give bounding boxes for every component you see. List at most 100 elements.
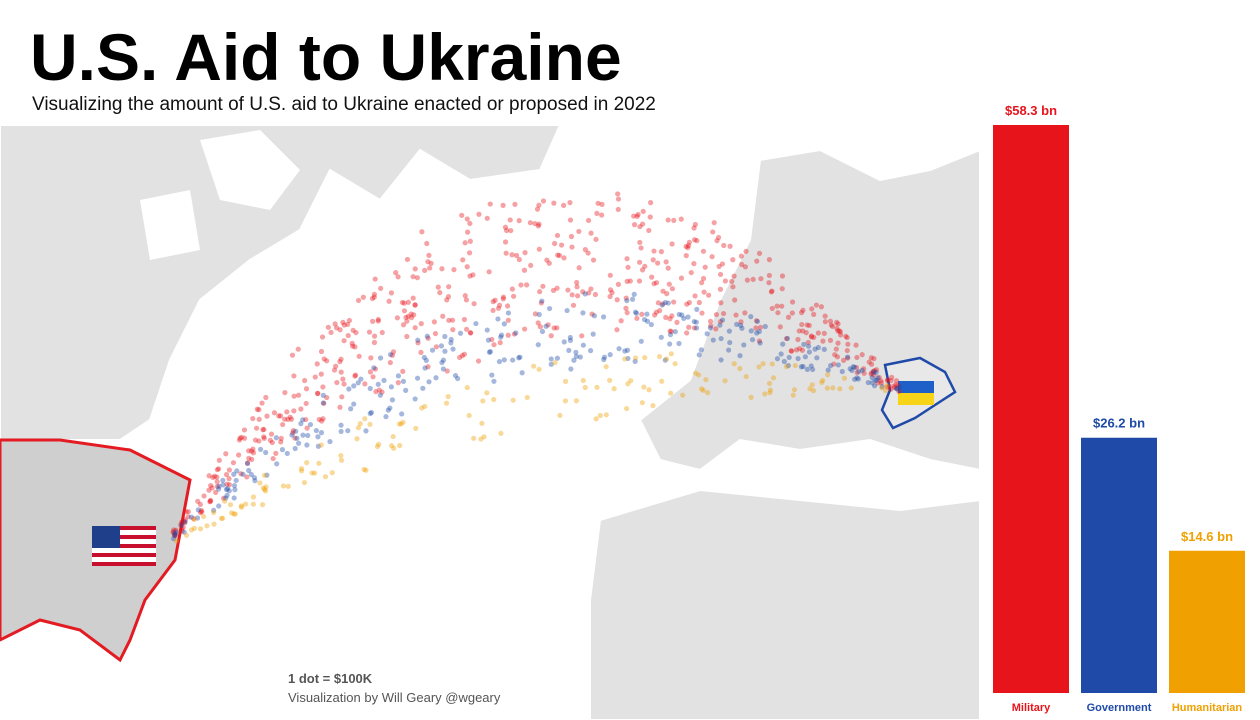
dot-legend: 1 dot = $100K: [288, 671, 373, 686]
aid-dot: [639, 267, 646, 273]
aid-dot: [324, 358, 330, 364]
aid-dot: [404, 333, 410, 340]
aid-dot: [616, 346, 622, 352]
aid-dot: [801, 341, 807, 347]
aid-dot: [172, 532, 178, 539]
aid-dot: [835, 340, 841, 346]
aid-dot: [818, 304, 825, 310]
aid-dot: [320, 384, 326, 390]
aid-dot: [783, 363, 790, 370]
aid-dot: [512, 201, 518, 207]
aid-dot: [321, 356, 327, 362]
aid-dot: [683, 243, 689, 250]
aid-dot: [432, 330, 439, 337]
aid-dot: [692, 293, 698, 299]
aid-dot: [470, 272, 476, 278]
aid-dot: [810, 388, 817, 394]
aid-dot: [799, 347, 806, 353]
aid-dot: [893, 381, 899, 388]
aid-dot: [214, 483, 220, 490]
aid-dot: [778, 351, 784, 357]
aid-dot: [589, 311, 595, 317]
aid-dot: [399, 411, 405, 417]
aid-dot: [804, 322, 810, 328]
aid-dot: [435, 284, 441, 290]
aid-dot: [190, 515, 197, 522]
aid-dot: [730, 284, 736, 290]
aid-dot: [319, 334, 326, 340]
aid-dot: [254, 406, 260, 412]
aid-dot: [345, 332, 351, 339]
aid-dot: [179, 526, 185, 532]
aid-dot: [582, 291, 588, 297]
aid-dot: [500, 202, 506, 208]
aid-dot: [500, 296, 506, 302]
aid-dot: [743, 248, 749, 254]
aid-dot: [249, 456, 255, 463]
aid-dot: [668, 351, 674, 357]
aid-dot: [694, 306, 700, 313]
aid-dot: [185, 509, 191, 515]
aid-dot: [211, 509, 217, 516]
aid-dot: [509, 252, 515, 258]
aid-dot: [748, 328, 754, 334]
aid-dot: [855, 376, 861, 382]
aid-dot: [422, 267, 428, 273]
aid-dot: [216, 483, 222, 489]
aid-dot: [564, 307, 570, 314]
aid-dot: [439, 359, 445, 366]
aid-dot: [322, 474, 329, 480]
aid-dot: [651, 281, 657, 287]
aid-dot: [438, 343, 445, 349]
aid-dot: [558, 242, 565, 248]
aid-dot: [769, 361, 775, 367]
aid-dot: [586, 290, 592, 296]
aid-dot: [871, 356, 877, 362]
aid-dot: [371, 365, 377, 371]
aid-dot: [478, 436, 484, 442]
aid-dot: [211, 521, 217, 527]
aid-dot: [450, 327, 456, 333]
aid-dot: [270, 455, 276, 462]
aid-dot: [622, 356, 628, 362]
lakes: [140, 130, 300, 260]
aid-dot: [199, 509, 205, 515]
aid-dot: [894, 385, 900, 392]
aid-dot: [663, 356, 670, 362]
aid-dot: [869, 370, 875, 376]
aid-dot: [646, 387, 652, 393]
aid-dot: [897, 384, 903, 390]
aid-dot: [676, 340, 682, 347]
aid-dot: [882, 387, 889, 394]
aid-dot: [304, 442, 310, 448]
aid-dot: [702, 264, 708, 270]
aid-dot: [191, 516, 197, 523]
aid-dot: [479, 420, 485, 426]
aid-dot: [423, 357, 429, 364]
aid-dot: [511, 331, 517, 337]
aid-dot: [774, 356, 781, 362]
aid-dot: [753, 325, 759, 331]
aid-dot: [178, 522, 184, 528]
aid-dot: [872, 377, 878, 383]
aid-dot: [340, 319, 346, 326]
aid-dot: [487, 201, 493, 207]
aid-dot: [295, 392, 302, 398]
aid-dot: [590, 257, 597, 263]
aid-dot: [536, 246, 542, 252]
aid-dot: [257, 480, 263, 486]
aid-dot: [805, 339, 811, 346]
aid-dot: [445, 393, 451, 400]
aid-dot: [573, 398, 580, 404]
aid-dot: [879, 384, 885, 390]
aid-dot: [668, 390, 674, 396]
aid-dot: [173, 529, 179, 535]
aid-dot: [370, 374, 376, 380]
aid-dot: [756, 250, 763, 256]
aid-dot: [554, 285, 560, 291]
aid-dot: [835, 328, 841, 334]
aid-dot: [505, 310, 512, 316]
aid-dot: [250, 494, 257, 500]
aid-dot: [742, 264, 749, 270]
aid-dot: [870, 368, 877, 374]
